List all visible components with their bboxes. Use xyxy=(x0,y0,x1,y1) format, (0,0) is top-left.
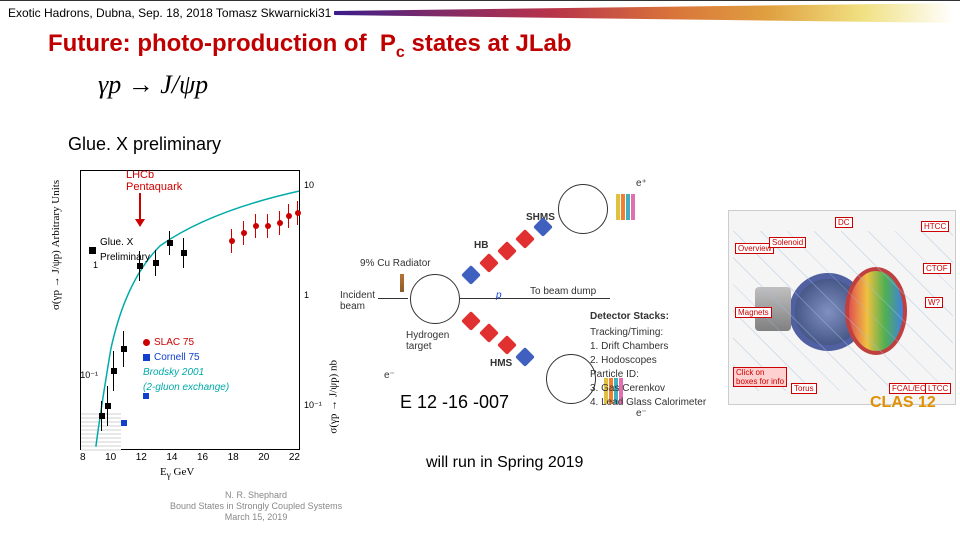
legend-marker-gluex xyxy=(89,247,96,254)
radiator-label: 9% Cu Radiator xyxy=(360,258,431,269)
det-tag: W? xyxy=(925,297,943,308)
det-tag: Magnets xyxy=(735,307,772,318)
det-stack-header: Detector Stacks: xyxy=(590,310,706,324)
det-tag: Torus xyxy=(791,383,817,394)
y2-axis-label: σ(γp → J/ψp) nb xyxy=(328,360,340,434)
shms-stack xyxy=(616,194,635,220)
dump-label: To beam dump xyxy=(530,286,596,297)
clas12-label: CLAS 12 xyxy=(870,394,936,412)
det-line: Tracking/Timing: xyxy=(590,326,706,340)
det-tag: LTCC xyxy=(925,383,951,394)
preliminary-label: Glue. X preliminary xyxy=(68,134,221,155)
target-circle-icon xyxy=(410,274,460,324)
legend-marker-slac xyxy=(143,339,150,346)
shms-q3 xyxy=(497,241,517,261)
incident-beam-label: Incidentbeam xyxy=(340,290,375,312)
hydrogen-label: Hydrogentarget xyxy=(406,330,449,352)
x-ticks: 810121416182022 xyxy=(80,452,300,463)
clas12-detector-render: Overview DC Solenoid HTCC CTOF W? Magnet… xyxy=(728,210,956,405)
slide-header: Exotic Hadrons, Dubna, Sep. 18, 2018 Tom… xyxy=(0,0,960,24)
shms-q4 xyxy=(515,229,535,249)
legend-brodsky: Brodsky 2001 xyxy=(143,365,229,380)
legend-brodsky2: (2-gluon exchange) xyxy=(143,380,229,395)
legend-slac: SLAC 75 xyxy=(154,335,194,350)
legend-cornell: Cornell 75 xyxy=(154,350,200,365)
radiator-icon xyxy=(400,274,404,292)
e-plus-label: e⁺ xyxy=(636,178,647,189)
det-info-tag: Click onboxes for info xyxy=(733,367,787,387)
detector-stacks-text: Detector Stacks: Tracking/Timing: 1. Dri… xyxy=(590,310,706,410)
det-tag: HTCC xyxy=(921,221,949,232)
hms-q1 xyxy=(461,311,481,331)
beam-line-icon xyxy=(378,298,408,299)
x-axis-label: Eγ GeV xyxy=(160,466,194,480)
det-line: 2. Hodoscopes xyxy=(590,354,706,368)
det-line: 3. Gas Cerenkov xyxy=(590,382,706,396)
hms-d xyxy=(515,347,535,367)
plot-box: LHCbPentaquark Glue. XPreliminary SLAC 7… xyxy=(80,170,300,450)
det-line: 1. Drift Chambers xyxy=(590,340,706,354)
experiment-number: E 12 -16 -007 xyxy=(400,392,509,413)
hms-detector-circle xyxy=(546,354,596,404)
chart-attribution: N. R. ShephardBound States in Strongly C… xyxy=(170,490,342,522)
header-swoosh xyxy=(334,3,954,23)
det-tag: Solenoid xyxy=(769,237,806,248)
p-label: p xyxy=(496,290,502,301)
hb-label: HB xyxy=(474,240,488,251)
det-tag: DC xyxy=(835,217,853,228)
chart-legend: Glue. XPreliminary SLAC 75 Cornell 75 Br… xyxy=(143,301,229,395)
cross-section-chart: σ(γp → J/ψp) Arbitrary Units σ(γp → J/ψp… xyxy=(52,160,322,500)
shms-q2 xyxy=(479,253,499,273)
y-axis-label: σ(γp → J/ψp) Arbitrary Units xyxy=(50,180,62,310)
shms-detector-circle xyxy=(558,184,608,234)
header-text: Exotic Hadrons, Dubna, Sep. 18, 2018 Tom… xyxy=(8,6,318,20)
shms-q1 xyxy=(461,265,481,285)
hms-q3 xyxy=(497,335,517,355)
legend-gluex: Glue. XPreliminary xyxy=(100,235,150,265)
det-tag: FCAL/EC xyxy=(889,383,929,394)
dump-line-icon xyxy=(460,298,610,299)
page-number: 31 xyxy=(318,6,331,20)
reaction-formula: γp → J/ψp xyxy=(98,70,208,100)
det-line: Particle ID: xyxy=(590,368,706,382)
schedule-text: will run in Spring 2019 xyxy=(426,454,583,472)
hms-q2 xyxy=(479,323,499,343)
slide-title: Future: photo-production of Pc states at… xyxy=(0,24,960,62)
det-line: 4. Lead Glass Calorimeter xyxy=(590,396,706,410)
legend-marker-cornell xyxy=(143,354,150,361)
det-tag: CTOF xyxy=(923,263,951,274)
e-minus1-label: e⁻ xyxy=(384,370,395,381)
hms-label: HMS xyxy=(490,358,512,369)
